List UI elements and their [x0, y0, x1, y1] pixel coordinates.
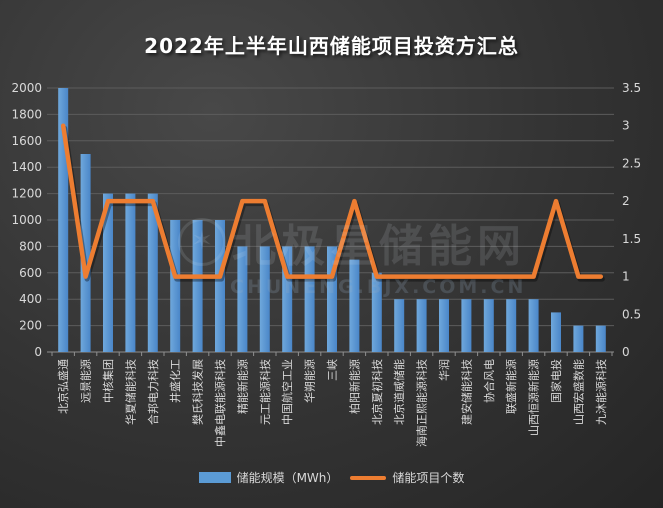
- bar-井盛化工: [170, 220, 181, 352]
- bar-九沐能源科技: [595, 325, 606, 352]
- bar-柏阳新能源: [349, 259, 360, 352]
- x-axis-label: 中鑫电联能源科技: [213, 359, 227, 447]
- y-axis-left-tick-label: 1600: [11, 134, 42, 148]
- x-axis-label: 北京夏初科技: [370, 359, 384, 425]
- y-axis-left-tick-label: 200: [19, 319, 42, 333]
- x-axis-label: 海南正熙能源科技: [415, 359, 429, 447]
- y-axis-left-tick-label: 1400: [11, 160, 42, 174]
- y-axis-right-tick-label: 3.5: [622, 81, 641, 95]
- x-axis-label: 中核集团: [101, 359, 115, 403]
- x-axis-label: 华夏储能科技: [123, 359, 137, 425]
- bar-樊氏科技发展: [192, 220, 203, 352]
- y-axis-left-tick-label: 400: [19, 292, 42, 306]
- x-axis-label: 精能新能源: [235, 359, 249, 414]
- bar-远景能源: [80, 154, 91, 352]
- x-axis-label: 山西宏盛数能: [571, 359, 585, 425]
- y-axis-left-tick-label: 800: [19, 239, 42, 253]
- x-axis-label: 井盛化工: [168, 359, 182, 403]
- bar-元工能源科技: [259, 246, 270, 352]
- x-axis-label: 国家电投: [549, 359, 563, 403]
- bar-合邦电力科技: [147, 193, 158, 352]
- y-axis-right-tick-label: 3: [622, 119, 630, 133]
- y-axis-right-tick-label: 2: [622, 194, 630, 208]
- bar-北京道威储能: [394, 299, 405, 352]
- x-axis-label: 协合风电: [482, 359, 496, 403]
- bar-国家电投: [551, 312, 561, 352]
- bar-海南正熙能源科技: [416, 299, 427, 352]
- bar-北京弘盛通: [58, 88, 69, 352]
- y-axis-right-tick-label: 2.5: [622, 156, 641, 170]
- y-axis-right-tick-label: 0.5: [622, 307, 641, 321]
- x-axis-label: 北京弘盛通: [56, 359, 70, 414]
- x-axis-label: 华润: [437, 359, 451, 381]
- bar-中国航空工业: [282, 246, 293, 352]
- y-axis-left-tick-label: 1000: [11, 213, 42, 227]
- x-axis-label: 中国航空工业: [280, 359, 294, 425]
- bar-华夏储能科技: [125, 193, 136, 352]
- x-axis-label: 九沐能源科技: [594, 359, 608, 425]
- legend-item-bar-series: 储能规模（MWh）: [198, 469, 339, 486]
- x-axis-label: 远景能源: [79, 359, 93, 403]
- x-axis-label: 北京道威储能: [392, 359, 406, 425]
- bar-建安储能科技: [461, 299, 472, 352]
- x-axis-label: 合邦电力科技: [146, 359, 160, 425]
- legend-item-line-series: 储能项目个数: [350, 469, 464, 486]
- y-axis-right-tick-label: 0: [622, 345, 630, 359]
- y-axis-left-tick-label: 1800: [11, 107, 42, 121]
- chart-title: 2022年上半年山西储能项目投资方汇总: [144, 34, 519, 58]
- bar-中核集团: [103, 193, 113, 352]
- y-axis-left-tick-label: 0: [34, 345, 42, 359]
- bar-协合风电: [483, 299, 494, 352]
- bar-山西宏盛数能: [573, 325, 584, 352]
- line-series: [60, 123, 604, 279]
- x-axis-label: 樊氏科技发展: [191, 359, 205, 425]
- x-axis-label: 联盛新能源: [504, 359, 518, 414]
- x-axis-label: 山西恒源新能源: [527, 359, 541, 436]
- x-axis-label: 三峡: [325, 359, 339, 381]
- x-axis-label: 柏阳新能源: [347, 359, 361, 414]
- line-series-swatch-icon: [350, 475, 387, 480]
- y-axis-left-tick-label: 2000: [11, 81, 42, 95]
- x-axis-label: 元工能源科技: [258, 359, 272, 425]
- bar-山西恒源新能源: [528, 299, 539, 352]
- legend-label-bar-series: 储能规模（MWh）: [236, 471, 339, 485]
- bar-华朔能源: [304, 246, 315, 352]
- bar-华润: [439, 299, 449, 352]
- y-axis-right-tick-label: 1.5: [622, 232, 641, 246]
- bar-中鑫电联能源科技: [215, 220, 225, 352]
- bar-三峡: [327, 246, 337, 352]
- legend: 储能规模（MWh） 储能项目个数: [0, 469, 663, 486]
- x-axis-label: 建安储能科技: [459, 359, 473, 425]
- y-axis-left-tick-label: 1200: [11, 187, 42, 201]
- y-axis-right-tick-label: 1: [622, 270, 630, 284]
- bar-北京夏初科技: [371, 272, 382, 352]
- bar-series-swatch-icon: [198, 472, 231, 483]
- bar-精能新能源: [237, 246, 248, 352]
- x-axis-label: 华朔能源: [303, 359, 317, 403]
- legend-label-line-series: 储能项目个数: [392, 471, 465, 485]
- bar-联盛新能源: [506, 299, 517, 352]
- y-axis-left-tick-label: 600: [19, 266, 42, 280]
